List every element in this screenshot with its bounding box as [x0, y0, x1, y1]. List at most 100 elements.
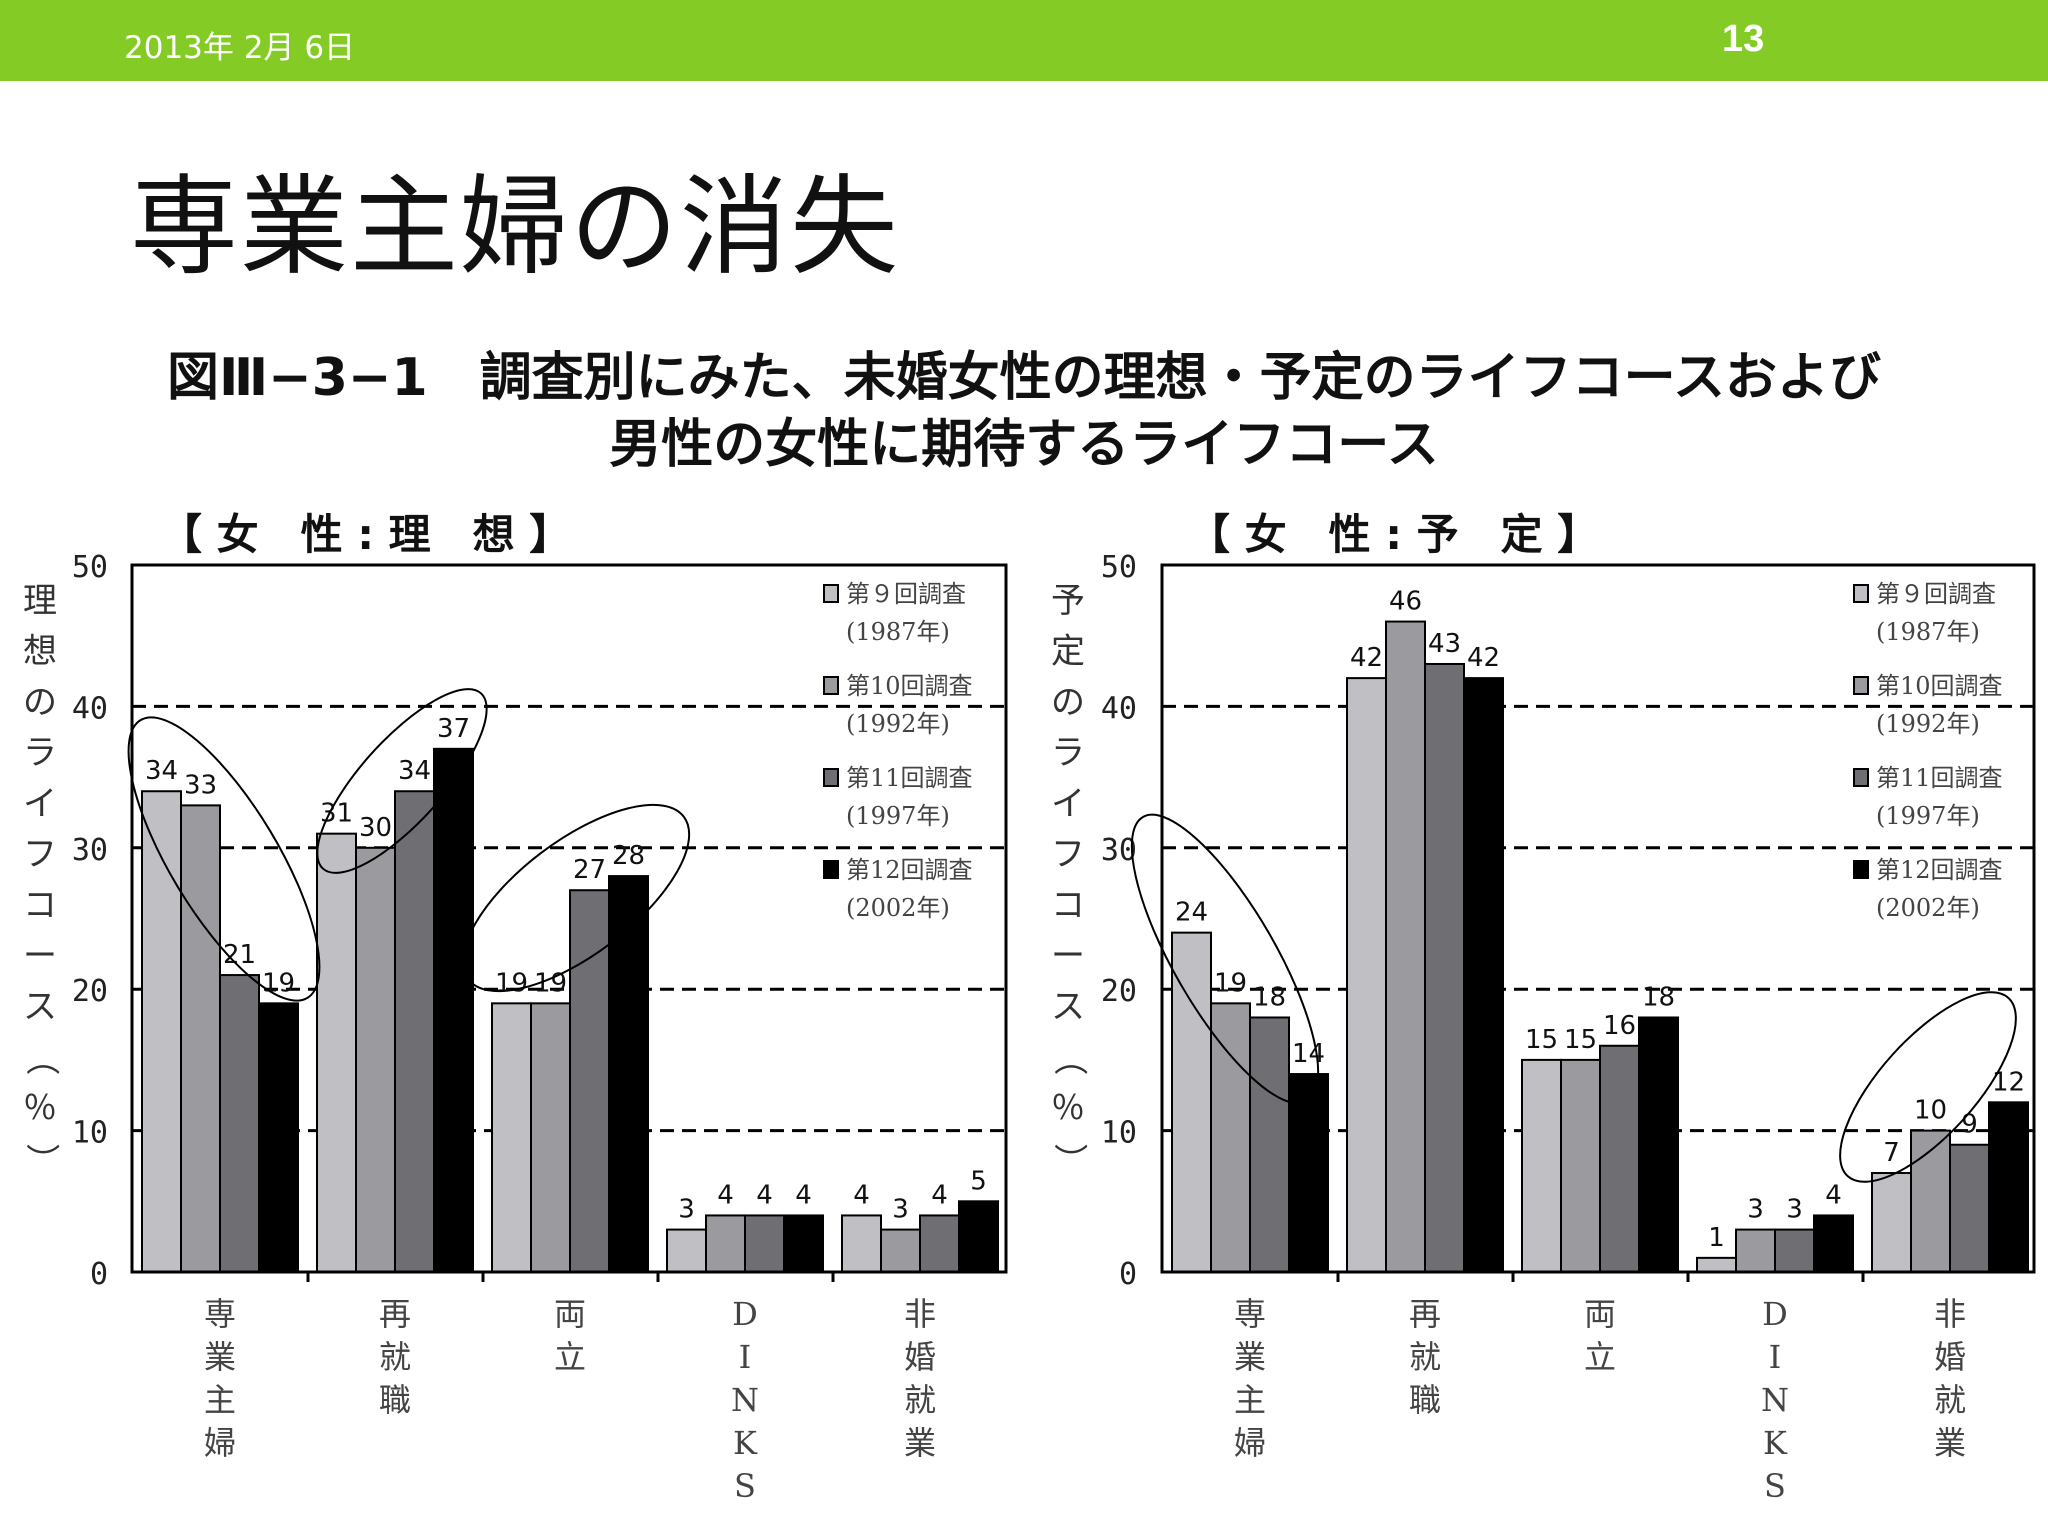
bar	[1638, 1016, 1679, 1273]
bar	[958, 1200, 999, 1274]
slide-title: 専業主婦の消失	[130, 165, 901, 290]
legend-swatch	[1853, 768, 1869, 787]
bar	[880, 1228, 921, 1273]
data-label: 15	[1564, 1025, 1597, 1055]
bar	[1463, 677, 1504, 1273]
highlight-ellipse	[127, 716, 321, 1002]
category-label-char: D	[1762, 1295, 1788, 1333]
data-label: 14	[1292, 1039, 1325, 1069]
data-label: 19	[495, 968, 528, 998]
bar	[569, 889, 610, 1273]
data-label: 34	[398, 756, 431, 786]
y-axis-label-char: ％	[23, 1088, 57, 1128]
category-label-char: 業	[1234, 1338, 1266, 1376]
y-tick-label: 40	[72, 691, 108, 726]
y-tick-label: 20	[1101, 974, 1137, 1009]
highlight-ellipse	[1839, 991, 2017, 1183]
y-axis-label-char: イ	[1051, 784, 1085, 824]
legend-year: (2002年)	[846, 894, 950, 922]
category-label-char: 両	[554, 1295, 586, 1333]
y-axis-label-char: の	[23, 682, 57, 722]
category-label-char: 業	[1934, 1424, 1966, 1462]
category-label-char: 職	[379, 1381, 411, 1419]
bar	[1988, 1101, 2029, 1273]
page-number: 13	[1722, 18, 1765, 60]
bar	[530, 1002, 571, 1274]
bar	[1210, 1002, 1251, 1274]
y-axis-label-char: ）	[1049, 1143, 1089, 1177]
category-label-char: 婚	[904, 1338, 936, 1376]
panel-title: 【 女 性 : 予 定 】	[1188, 510, 1599, 559]
data-label: 24	[1175, 898, 1208, 928]
figure-title-line-1: 図Ⅲ−3−1 調査別にみた、未婚女性の理想・予定のライフコースおよび	[166, 348, 1882, 408]
category-label-char: S	[734, 1467, 756, 1505]
y-axis-label-char: コ	[23, 885, 57, 925]
category-label-char: 就	[1934, 1381, 1966, 1419]
category-label-char: K	[733, 1424, 758, 1462]
y-axis-label-char: ％	[1051, 1088, 1085, 1128]
y-axis-label-char: フ	[1051, 835, 1085, 875]
legend-year: (1992年)	[846, 710, 950, 738]
bar	[1385, 620, 1426, 1273]
bar	[919, 1214, 960, 1273]
data-label: 19	[1214, 968, 1247, 998]
y-axis-label-char: 定	[1051, 632, 1085, 672]
category-label-char: 業	[204, 1338, 236, 1376]
y-axis-label-char: の	[1051, 682, 1085, 722]
plot-frame	[1160, 563, 2036, 1274]
bar	[1249, 1016, 1290, 1273]
header-bar	[0, 0, 2048, 81]
y-tick-label: 40	[1101, 691, 1137, 726]
legend-swatch	[823, 584, 839, 603]
legend-swatch	[823, 676, 839, 695]
category-label-char: 立	[554, 1338, 586, 1376]
legend-label: 第11回調査	[846, 764, 973, 792]
bar	[705, 1214, 746, 1273]
y-axis-label-char: ラ	[23, 733, 57, 773]
slide-date: 2013年 2月 6日	[124, 30, 356, 66]
legend-year: (1987年)	[1876, 618, 1980, 646]
category-label-char: S	[1764, 1467, 1786, 1505]
legend-swatch	[823, 860, 839, 879]
y-axis-label-char: （	[1049, 1042, 1089, 1076]
data-label: 33	[184, 770, 217, 800]
legend-year: (1987年)	[846, 618, 950, 646]
y-axis-label-char: 予	[1051, 581, 1085, 621]
category-label-char: 立	[1584, 1338, 1616, 1376]
bar	[1560, 1058, 1601, 1274]
data-label: 4	[853, 1180, 870, 1210]
legend-label: 第12回調査	[1876, 856, 2003, 884]
y-axis-label-char: 理	[23, 581, 57, 621]
legend-year: (1997年)	[846, 802, 950, 830]
category-label-char: 非	[904, 1295, 936, 1333]
category-label-char: 就	[1409, 1338, 1441, 1376]
category-label-char: N	[731, 1381, 759, 1419]
data-label: 42	[1467, 643, 1500, 673]
bar	[1288, 1073, 1329, 1274]
category-label-char: 就	[379, 1338, 411, 1376]
category-label-char: 婦	[204, 1424, 236, 1462]
data-label: 4	[756, 1180, 773, 1210]
bar	[1774, 1228, 1815, 1273]
data-label: 15	[1525, 1025, 1558, 1055]
y-axis-label-char: イ	[23, 784, 57, 824]
y-axis-label-char: ラ	[1051, 733, 1085, 773]
data-label: 34	[145, 756, 178, 786]
category-label-char: D	[732, 1295, 758, 1333]
data-label: 28	[612, 841, 645, 871]
data-label: 4	[717, 1180, 734, 1210]
bar	[744, 1214, 785, 1273]
bar	[491, 1002, 532, 1274]
data-label: 30	[359, 813, 392, 843]
data-label: 3	[678, 1195, 695, 1225]
category-label-char: N	[1761, 1381, 1789, 1419]
bar	[1346, 677, 1387, 1273]
panel-title: 【 女 性 : 理 想 】	[160, 510, 571, 559]
figure-title-line-2: 男性の女性に期待するライフコース	[609, 415, 1439, 475]
legend-swatch	[1853, 676, 1869, 695]
category-label-char: 両	[1584, 1295, 1616, 1333]
legend-swatch	[1853, 584, 1869, 603]
bar	[1599, 1044, 1640, 1274]
y-axis-label-char: フ	[23, 835, 57, 875]
legend-label: 第11回調査	[1876, 764, 2003, 792]
